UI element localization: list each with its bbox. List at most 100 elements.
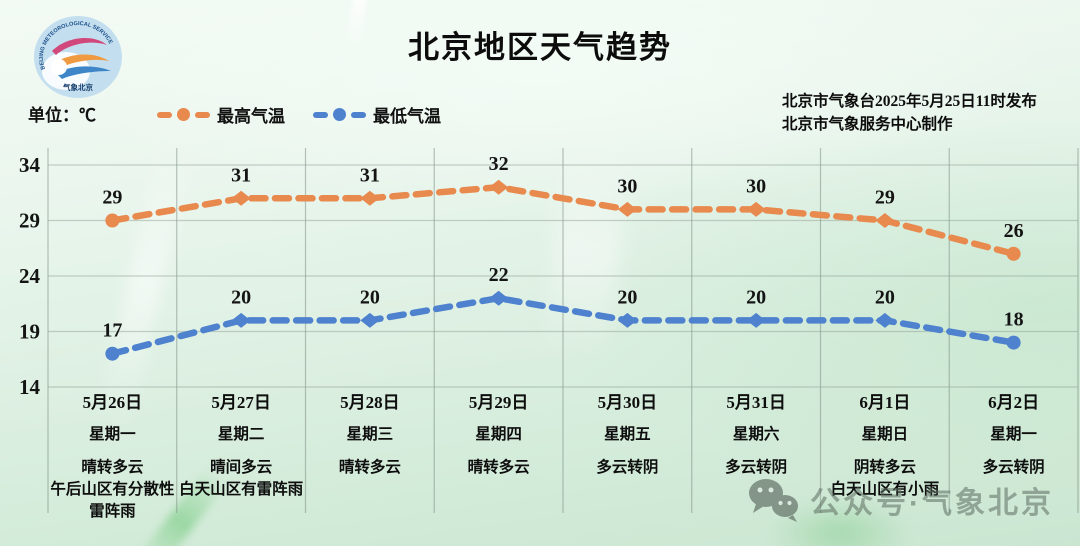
data-point-high xyxy=(875,213,895,228)
weather-description: 晴间多云白天山区有雷阵雨 xyxy=(131,457,351,501)
value-label-high: 29 xyxy=(102,187,122,209)
data-point-high xyxy=(231,190,251,206)
value-label-high: 31 xyxy=(231,164,251,186)
x-axis-column: 5月31日 星期六 多云转阴 xyxy=(646,393,866,479)
legend-item-low: 最低气温 xyxy=(313,102,441,127)
weather-description-line: 晴转多云 xyxy=(467,459,530,476)
data-point-low xyxy=(231,312,251,328)
weekday-label: 星期一 xyxy=(89,426,136,443)
background-light-streak xyxy=(95,139,195,431)
weekday-label: 星期四 xyxy=(475,426,522,443)
weather-description-line: 晴间多云 xyxy=(210,459,273,476)
wechat-icon xyxy=(749,479,798,522)
date-label: 5月30日 xyxy=(597,393,658,412)
weather-description-line: 白天山区有雷阵雨 xyxy=(179,481,304,498)
high-temp-line-swatch xyxy=(157,108,210,121)
date-label: 5月27日 xyxy=(211,393,271,412)
data-point-high xyxy=(617,201,637,217)
date-label: 5月29日 xyxy=(468,393,529,412)
date-label: 5月31日 xyxy=(726,393,786,412)
y-tick-label: 29 xyxy=(19,209,40,233)
value-label-low: 20 xyxy=(617,286,637,308)
weather-description-line: 午后山区有分散性 xyxy=(50,481,175,498)
date-label: 6月2日 xyxy=(988,393,1040,412)
date-label: 5月26日 xyxy=(82,393,143,412)
weekday-label: 星期日 xyxy=(861,426,909,443)
publish-info-line2: 北京市气象服务中心制作 xyxy=(782,116,953,133)
x-axis-column: 5月29日星期四晴转多云 xyxy=(389,393,609,479)
data-point-low xyxy=(360,312,380,328)
logo-bottom-text: 气象北京 xyxy=(62,82,93,92)
data-point-high xyxy=(360,190,380,206)
data-point-low xyxy=(875,312,895,328)
data-point-high xyxy=(1006,246,1021,261)
data-point-low xyxy=(617,312,637,328)
unit-label: 单位：℃ xyxy=(28,106,96,125)
x-axis-column: 5月28日星期三晴转多云 xyxy=(260,393,480,479)
value-label-low: 20 xyxy=(746,286,766,308)
logo-white-ball xyxy=(51,59,67,75)
date-label: 6月1日 xyxy=(859,393,911,412)
legend-item-high: 最高气温 xyxy=(157,102,285,127)
meteorological-service-logo: BEIJING METEOROLOGICAL SERVICE 气象北京 xyxy=(34,16,122,98)
weekday-label: 星期二 xyxy=(217,426,265,443)
x-axis-column: 5月30日星期五多云转阴 xyxy=(517,393,737,479)
value-label-high: 32 xyxy=(489,153,509,175)
value-label-low: 20 xyxy=(231,286,251,308)
legend-label-low: 最低气温 xyxy=(373,107,441,126)
page-title: 北京地区天气趋势 xyxy=(408,30,672,65)
low-temp-line-swatch xyxy=(313,108,366,121)
data-point-low xyxy=(105,346,120,361)
y-tick-label: 24 xyxy=(19,264,41,288)
value-label-low: 18 xyxy=(1004,309,1024,331)
x-axis-column: 5月27日星期二晴间多云白天山区有雷阵雨 xyxy=(131,393,351,501)
x-axis-column: 5月26日星期一晴转多云午后山区有分散性 雷阵雨 xyxy=(2,393,222,523)
series-line-low xyxy=(109,294,1017,357)
series-line-high xyxy=(109,183,1017,258)
weekday-label: 星期五 xyxy=(604,426,651,443)
y-tick-label: 14 xyxy=(19,375,41,399)
y-tick-label: 19 xyxy=(19,320,40,344)
weekday-label: 星期一 xyxy=(990,426,1037,443)
publish-info: 北京市气象台2025年5月25日11时发布 北京市气象服务中心制作 xyxy=(782,90,1037,136)
value-label-high: 26 xyxy=(1004,220,1024,242)
legend-label-high: 最高气温 xyxy=(217,107,285,126)
background-light-streak xyxy=(542,146,632,364)
data-point-high xyxy=(105,213,120,228)
data-point-low xyxy=(746,312,766,328)
weather-description: 晴转多云午后山区有分散性 雷阵雨 xyxy=(2,457,222,523)
value-label-low: 22 xyxy=(489,264,509,286)
data-point-high xyxy=(746,201,766,217)
value-label-low: 17 xyxy=(102,320,122,342)
weather-description-line: 多云转阴 xyxy=(596,459,659,476)
date-label: 5月28日 xyxy=(340,393,400,412)
value-label-high: 30 xyxy=(617,175,637,197)
x-axis-column: 6月2日 星期一 多云转阴 xyxy=(904,393,1080,479)
watermark: 公众号·气象北京 xyxy=(746,476,1054,524)
weather-description: 晴转多云 xyxy=(260,457,480,479)
value-label-high: 29 xyxy=(875,187,895,209)
watermark-text: 公众号·气象北京 xyxy=(810,487,1054,520)
value-label-low: 20 xyxy=(875,286,895,308)
background-green-streak xyxy=(133,466,229,546)
weather-description-line: 晴转多云 xyxy=(81,459,144,476)
weekday-label: 星期六 xyxy=(732,426,780,443)
data-point-low xyxy=(1006,335,1021,350)
logo-red-swoosh xyxy=(52,38,107,55)
weather-description-line: 雷阵雨 xyxy=(89,503,136,520)
legend: 最高气温 最低气温 xyxy=(157,102,441,127)
value-label-high: 30 xyxy=(746,175,766,197)
y-tick-label: 34 xyxy=(19,153,41,177)
logo-blue-swoosh xyxy=(56,66,111,79)
logo-orange-swoosh xyxy=(54,54,109,69)
weather-description-line: 晴转多云 xyxy=(338,459,401,476)
value-label-low: 20 xyxy=(360,286,380,308)
weekday-label: 星期三 xyxy=(346,426,394,443)
publish-info-line1: 北京市气象台2025年5月25日11时发布 xyxy=(782,93,1037,110)
data-point-high xyxy=(489,179,509,195)
value-label-high: 31 xyxy=(360,164,380,186)
weather-description: 晴转多云 xyxy=(389,457,609,479)
